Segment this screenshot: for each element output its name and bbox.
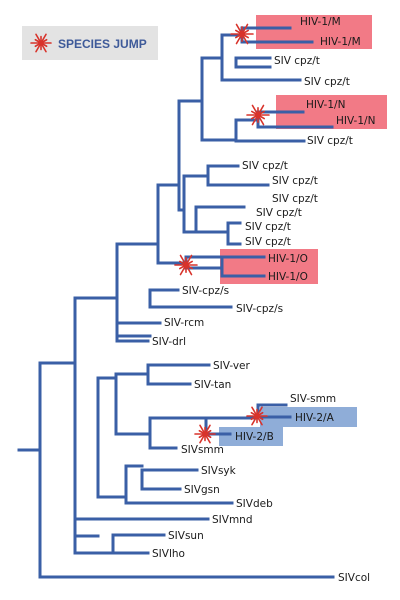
species-jump-stars (174, 23, 270, 444)
branch (156, 183, 188, 265)
star-core (202, 431, 208, 437)
legend: SPECIES JUMP (22, 26, 158, 60)
branch (111, 533, 166, 555)
branch (38, 361, 335, 579)
leaf-label: HIV-2/A (295, 412, 335, 424)
star-core (254, 111, 262, 119)
legend-label: SPECIES JUMP (58, 37, 147, 51)
branch (148, 416, 208, 450)
leaf-label: SIVsyk (201, 465, 237, 477)
species-jump-star-icon (246, 104, 270, 126)
branch (146, 363, 211, 386)
highlight-hiv1-o (220, 249, 318, 284)
leaf-label: SIV cpz/t (307, 135, 353, 147)
branch (115, 321, 162, 343)
leaf-label: HIV-1/O (268, 271, 308, 283)
leaf-label: SIV-ver (213, 360, 251, 372)
branch (124, 464, 234, 505)
species-jump-star-icon (230, 23, 254, 45)
leaf-label: SIVdeb (236, 498, 273, 510)
leaf-label: SIVgsn (184, 484, 220, 496)
branch (220, 255, 266, 278)
branch (73, 517, 210, 555)
leaf-label: SIV cpz/t (245, 221, 291, 233)
branch (234, 56, 272, 69)
leaf-label: SIVcol (338, 572, 370, 584)
highlight-hiv2-a (260, 407, 357, 427)
branch (73, 296, 119, 538)
star-core (38, 40, 44, 46)
highlight-hiv2-b (219, 427, 283, 446)
leaf-label: SIV-drl (152, 336, 186, 348)
leaf-label: SIV cpz/t (245, 236, 291, 248)
tree-branches (17, 26, 335, 579)
branch (226, 221, 242, 246)
leaf-label: SIV-cpz/s (182, 285, 229, 297)
leaf-label: SIV-smm (290, 393, 336, 405)
branch (96, 376, 128, 499)
leaf-label: HIV-1/N (336, 115, 375, 127)
branch (194, 205, 246, 234)
leaf-label: SIVsun (168, 530, 204, 542)
branch (206, 164, 270, 187)
leaf-label: SIV cpz/t (272, 193, 318, 205)
leaf-label: SIV-tan (194, 379, 231, 391)
leaf-label: HIV-1/M (300, 16, 341, 28)
branch (177, 99, 204, 212)
star-core (182, 261, 190, 269)
branch (140, 468, 199, 491)
leaf-label: SIV-rcm (164, 317, 204, 329)
species-jump-star-icon (194, 424, 216, 444)
star-core (238, 30, 246, 38)
leaf-label: SIV cpz/t (272, 175, 318, 187)
leaf-label: SIV cpz/t (256, 207, 302, 219)
species-jump-star-icon (246, 406, 268, 426)
leaf-label: HIV-1/M (320, 36, 361, 48)
leaf-label: SIV cpz/t (242, 160, 288, 172)
leaf-label: HIV-1/N (306, 99, 345, 111)
leaf-label: SIV-cpz/s (236, 303, 283, 315)
leaf-labels: HIV-1/M HIV-1/M SIV cpz/t SIV cpz/t HIV-… (152, 16, 375, 584)
leaf-label: SIV cpz/t (274, 55, 320, 67)
leaf-label: SIVmnd (212, 514, 253, 526)
leaf-label: SIVlho (152, 548, 185, 560)
branch (115, 242, 160, 338)
species-jump-star-icon (174, 254, 198, 276)
star-core (254, 413, 260, 419)
legend-star-icon (30, 33, 52, 53)
branch (220, 33, 302, 82)
branch (182, 174, 210, 234)
leaf-label: HIV-1/O (268, 253, 308, 265)
branch (114, 372, 152, 436)
leaf-label: HIV-2/B (235, 431, 274, 443)
branch (200, 56, 238, 142)
leaf-label: SIVsmm (181, 444, 224, 456)
leaf-label: SIV cpz/t (304, 76, 350, 88)
branch (148, 288, 233, 309)
